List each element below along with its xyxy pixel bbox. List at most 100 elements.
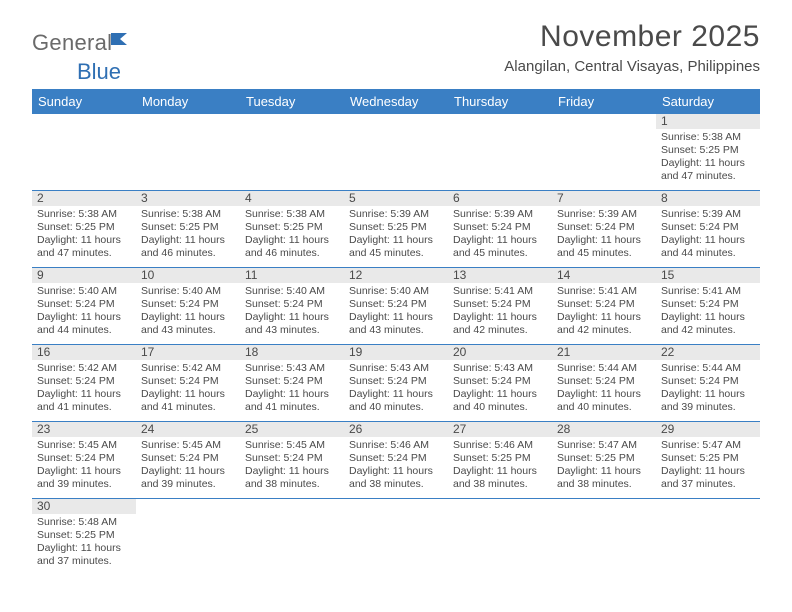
day-details: Sunrise: 5:41 AMSunset: 5:24 PMDaylight:… <box>448 283 552 343</box>
sunset-text: Sunset: 5:25 PM <box>661 452 755 465</box>
weeks-container: 1Sunrise: 5:38 AMSunset: 5:25 PMDaylight… <box>32 114 760 575</box>
day-cell: 17Sunrise: 5:42 AMSunset: 5:24 PMDayligh… <box>136 345 240 421</box>
day-number: 2 <box>32 191 136 206</box>
sunset-text: Sunset: 5:24 PM <box>141 375 235 388</box>
day-number: 1 <box>656 114 760 129</box>
sunrise-text: Sunrise: 5:39 AM <box>349 208 443 221</box>
day-number: 4 <box>240 191 344 206</box>
day-details: Sunrise: 5:38 AMSunset: 5:25 PMDaylight:… <box>656 129 760 189</box>
daylight-text: Daylight: 11 hours and 37 minutes. <box>37 542 131 568</box>
sunrise-text: Sunrise: 5:46 AM <box>349 439 443 452</box>
day-details: Sunrise: 5:40 AMSunset: 5:24 PMDaylight:… <box>240 283 344 343</box>
day-number: 13 <box>448 268 552 283</box>
day-cell: 13Sunrise: 5:41 AMSunset: 5:24 PMDayligh… <box>448 268 552 344</box>
sunrise-text: Sunrise: 5:38 AM <box>37 208 131 221</box>
day-cell: 26Sunrise: 5:46 AMSunset: 5:24 PMDayligh… <box>344 422 448 498</box>
sunrise-text: Sunrise: 5:44 AM <box>661 362 755 375</box>
day-number <box>552 499 656 514</box>
day-cell: 20Sunrise: 5:43 AMSunset: 5:24 PMDayligh… <box>448 345 552 421</box>
daylight-text: Daylight: 11 hours and 39 minutes. <box>661 388 755 414</box>
empty-cell <box>448 499 552 575</box>
sunset-text: Sunset: 5:24 PM <box>661 221 755 234</box>
day-number: 30 <box>32 499 136 514</box>
sunrise-text: Sunrise: 5:45 AM <box>37 439 131 452</box>
daylight-text: Daylight: 11 hours and 38 minutes. <box>245 465 339 491</box>
day-number: 14 <box>552 268 656 283</box>
daylight-text: Daylight: 11 hours and 43 minutes. <box>245 311 339 337</box>
day-details: Sunrise: 5:42 AMSunset: 5:24 PMDaylight:… <box>32 360 136 420</box>
sunset-text: Sunset: 5:24 PM <box>661 375 755 388</box>
empty-cell <box>448 114 552 190</box>
day-cell: 12Sunrise: 5:40 AMSunset: 5:24 PMDayligh… <box>344 268 448 344</box>
day-number <box>32 114 136 129</box>
day-number <box>344 499 448 514</box>
day-cell: 21Sunrise: 5:44 AMSunset: 5:24 PMDayligh… <box>552 345 656 421</box>
day-number: 28 <box>552 422 656 437</box>
day-number: 17 <box>136 345 240 360</box>
day-details: Sunrise: 5:45 AMSunset: 5:24 PMDaylight:… <box>32 437 136 497</box>
sunset-text: Sunset: 5:24 PM <box>557 375 651 388</box>
day-cell: 2Sunrise: 5:38 AMSunset: 5:25 PMDaylight… <box>32 191 136 267</box>
day-details: Sunrise: 5:39 AMSunset: 5:24 PMDaylight:… <box>552 206 656 266</box>
daylight-text: Daylight: 11 hours and 38 minutes. <box>349 465 443 491</box>
day-number: 7 <box>552 191 656 206</box>
sunrise-text: Sunrise: 5:40 AM <box>37 285 131 298</box>
daylight-text: Daylight: 11 hours and 38 minutes. <box>557 465 651 491</box>
empty-cell <box>344 499 448 575</box>
week-row: 16Sunrise: 5:42 AMSunset: 5:24 PMDayligh… <box>32 345 760 422</box>
sunrise-text: Sunrise: 5:43 AM <box>453 362 547 375</box>
sunset-text: Sunset: 5:24 PM <box>245 375 339 388</box>
sunset-text: Sunset: 5:24 PM <box>453 375 547 388</box>
empty-cell <box>240 114 344 190</box>
day-number <box>552 114 656 129</box>
daylight-text: Daylight: 11 hours and 40 minutes. <box>453 388 547 414</box>
daylight-text: Daylight: 11 hours and 43 minutes. <box>349 311 443 337</box>
day-details: Sunrise: 5:48 AMSunset: 5:25 PMDaylight:… <box>32 514 136 574</box>
day-cell: 19Sunrise: 5:43 AMSunset: 5:24 PMDayligh… <box>344 345 448 421</box>
daylight-text: Daylight: 11 hours and 42 minutes. <box>661 311 755 337</box>
daylight-text: Daylight: 11 hours and 45 minutes. <box>349 234 443 260</box>
daylight-text: Daylight: 11 hours and 39 minutes. <box>37 465 131 491</box>
sunrise-text: Sunrise: 5:38 AM <box>245 208 339 221</box>
day-cell: 27Sunrise: 5:46 AMSunset: 5:25 PMDayligh… <box>448 422 552 498</box>
day-cell: 14Sunrise: 5:41 AMSunset: 5:24 PMDayligh… <box>552 268 656 344</box>
logo-text-blue: Blue <box>77 59 121 84</box>
empty-cell <box>240 499 344 575</box>
daylight-text: Daylight: 11 hours and 43 minutes. <box>141 311 235 337</box>
sunrise-text: Sunrise: 5:45 AM <box>141 439 235 452</box>
day-details: Sunrise: 5:38 AMSunset: 5:25 PMDaylight:… <box>240 206 344 266</box>
sunset-text: Sunset: 5:25 PM <box>557 452 651 465</box>
sunset-text: Sunset: 5:25 PM <box>453 452 547 465</box>
sunrise-text: Sunrise: 5:41 AM <box>557 285 651 298</box>
day-cell: 1Sunrise: 5:38 AMSunset: 5:25 PMDaylight… <box>656 114 760 190</box>
logo: General <box>32 20 132 56</box>
sunset-text: Sunset: 5:24 PM <box>245 452 339 465</box>
sunrise-text: Sunrise: 5:43 AM <box>349 362 443 375</box>
day-cell: 15Sunrise: 5:41 AMSunset: 5:24 PMDayligh… <box>656 268 760 344</box>
day-details: Sunrise: 5:40 AMSunset: 5:24 PMDaylight:… <box>344 283 448 343</box>
sunset-text: Sunset: 5:24 PM <box>349 375 443 388</box>
daylight-text: Daylight: 11 hours and 44 minutes. <box>661 234 755 260</box>
day-details: Sunrise: 5:43 AMSunset: 5:24 PMDaylight:… <box>344 360 448 420</box>
logo-blue-wrap: Blue <box>32 59 760 85</box>
daylight-text: Daylight: 11 hours and 40 minutes. <box>349 388 443 414</box>
sunset-text: Sunset: 5:24 PM <box>453 221 547 234</box>
day-details: Sunrise: 5:46 AMSunset: 5:24 PMDaylight:… <box>344 437 448 497</box>
dayhead-sun: Sunday <box>32 89 136 114</box>
day-cell: 5Sunrise: 5:39 AMSunset: 5:25 PMDaylight… <box>344 191 448 267</box>
day-number: 24 <box>136 422 240 437</box>
day-details: Sunrise: 5:38 AMSunset: 5:25 PMDaylight:… <box>136 206 240 266</box>
day-details: Sunrise: 5:44 AMSunset: 5:24 PMDaylight:… <box>552 360 656 420</box>
sunset-text: Sunset: 5:25 PM <box>661 144 755 157</box>
day-cell: 6Sunrise: 5:39 AMSunset: 5:24 PMDaylight… <box>448 191 552 267</box>
empty-cell <box>32 114 136 190</box>
daylight-text: Daylight: 11 hours and 45 minutes. <box>557 234 651 260</box>
sunset-text: Sunset: 5:24 PM <box>141 298 235 311</box>
day-number: 21 <box>552 345 656 360</box>
day-number <box>448 114 552 129</box>
day-number: 10 <box>136 268 240 283</box>
day-cell: 7Sunrise: 5:39 AMSunset: 5:24 PMDaylight… <box>552 191 656 267</box>
sunset-text: Sunset: 5:25 PM <box>245 221 339 234</box>
day-number: 11 <box>240 268 344 283</box>
day-details: Sunrise: 5:45 AMSunset: 5:24 PMDaylight:… <box>136 437 240 497</box>
